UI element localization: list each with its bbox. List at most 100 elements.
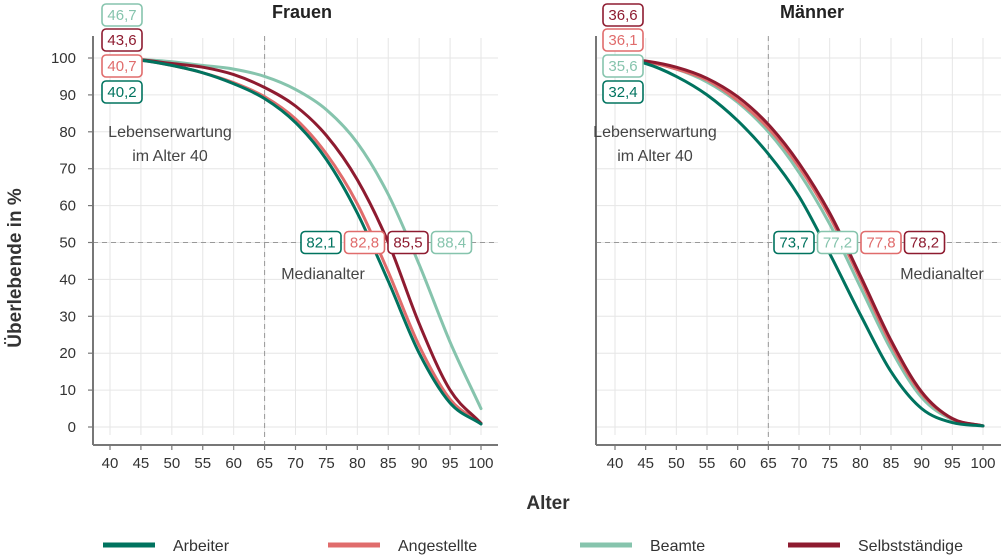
x-tick-label: 50 — [668, 455, 685, 472]
series-line-selbstständige — [613, 56, 985, 428]
median-age-label-selbstständige: 85,5 — [387, 230, 429, 255]
x-tick-label: 100 — [468, 455, 493, 472]
y-tick-label: 20 — [59, 345, 76, 362]
panel-men: 40 45 50 55 60 65 70 75 80 85 90 95 100 Männer 36,6 36,… — [593, 2, 1001, 472]
y-tick-label: 70 — [59, 161, 76, 178]
series-line-selbstständige — [108, 56, 483, 425]
life-expectancy-label-selbstständige-text: 36,6 — [608, 7, 637, 24]
legend-item-angestellte: Angestellte — [328, 538, 477, 555]
x-tick-label: 40 — [607, 455, 624, 472]
life-expectancy-label-angestellte-text: 40,7 — [107, 58, 136, 75]
series-line-beamte — [108, 56, 483, 411]
median-age-label-beamte-text: 88,4 — [437, 235, 466, 252]
x-tick-label: 80 — [852, 455, 869, 472]
median-age-label-angestellte-text: 77,8 — [866, 235, 895, 252]
annotation-median-age: Medianalter — [900, 266, 984, 283]
x-tick-label: 100 — [970, 455, 995, 472]
life-expectancy-label-beamte-frame — [101, 3, 143, 27]
annotation-life-expectancy-age: im Alter 40 — [132, 148, 208, 165]
life-expectancy-label-selbstständige-frame — [602, 3, 644, 27]
x-tick-label: 65 — [256, 455, 273, 472]
x-tick-label: 55 — [699, 455, 716, 472]
median-age-label-selbstständige-text: 78,2 — [910, 235, 939, 252]
life-expectancy-label-arbeiter-frame — [101, 80, 143, 104]
x-tick-label: 80 — [349, 455, 366, 472]
annotation-life-expectancy-age: im Alter 40 — [617, 148, 693, 165]
life-expectancy-label-selbstständige-frame — [101, 28, 143, 52]
life-expectancy-label-arbeiter: 32,4 — [602, 80, 644, 104]
y-tick-label: 60 — [59, 198, 76, 215]
life-expectancy-label-angestellte-frame — [101, 54, 143, 78]
x-tick-label: 75 — [318, 455, 335, 472]
median-age-label-selbstständige-text: 85,5 — [393, 235, 422, 252]
grid-women — [93, 38, 498, 435]
annotation-life-expectancy: Lebenserwartung — [593, 124, 717, 141]
median-age-label-angestellte-frame — [343, 230, 386, 255]
series-line-arbeiter — [108, 56, 483, 426]
panels: 40 45 50 55 60 65 70 75 80 85 90 95 100 0 10 20 30 40 50 60… — [51, 2, 1001, 472]
x-tick-label: 60 — [225, 455, 242, 472]
median-age-label-arbeiter-text: 82,1 — [306, 235, 335, 252]
median-age-label-beamte-frame — [816, 230, 859, 255]
y-tick-label: 100 — [51, 50, 76, 67]
legend-item-arbeiter: Arbeiter — [103, 538, 230, 555]
x-tick-label: 95 — [442, 455, 459, 472]
x-tick-label: 75 — [821, 455, 838, 472]
median-age-label-arbeiter-text: 73,7 — [779, 235, 808, 252]
x-tick-label: 85 — [883, 455, 900, 472]
median-age-label-beamte-frame — [430, 230, 473, 255]
y-tick-label: 0 — [68, 419, 76, 436]
annotation-median-age: Medianalter — [281, 266, 365, 283]
x-tick-label: 85 — [380, 455, 397, 472]
y-tick-label: 80 — [59, 124, 76, 141]
x-axis-title: Alter — [526, 493, 570, 514]
life-expectancy-label-arbeiter-text: 32,4 — [608, 84, 637, 101]
median-age-label-arbeiter-frame — [300, 230, 342, 255]
series-line-arbeiter — [613, 56, 985, 428]
x-tick-label: 45 — [133, 455, 150, 472]
median-age-label-beamte-text: 77,2 — [823, 235, 852, 252]
life-expectancy-label-angestellte: 36,1 — [602, 28, 644, 52]
x-tick-label: 45 — [637, 455, 654, 472]
x-tick-label: 55 — [194, 455, 211, 472]
life-expectancy-label-beamte: 46,7 — [101, 3, 143, 27]
x-tick-label: 50 — [163, 455, 180, 472]
life-expectancy-label-angestellte-frame — [602, 28, 644, 52]
life-expectancy-label-selbstständige: 36,6 — [602, 3, 644, 27]
legend-label: Beamte — [650, 538, 705, 555]
life-expectancy-label-selbstständige: 43,6 — [101, 28, 143, 52]
median-age-label-arbeiter-frame — [773, 230, 815, 255]
life-expectancy-label-angestellte: 40,7 — [101, 54, 143, 78]
y-tick-label: 90 — [59, 87, 76, 104]
legend-item-selbstständige: Selbstständige — [788, 538, 963, 555]
legend-label: Selbstständige — [858, 538, 963, 555]
median-age-label-arbeiter: 82,1 — [300, 230, 342, 255]
y-tick-label: 30 — [59, 308, 76, 325]
legend: Arbeiter Angestellte Beamte Selbstständige — [103, 538, 963, 555]
median-age-label-selbstständige: 78,2 — [903, 230, 946, 255]
y-tick-label: 40 — [59, 271, 76, 288]
life-expectancy-label-beamte-text: 35,6 — [608, 58, 637, 75]
annotation-life-expectancy: Lebenserwartung — [108, 124, 232, 141]
life-expectancy-label-beamte: 35,6 — [602, 54, 644, 78]
life-expectancy-label-beamte-text: 46,7 — [107, 7, 136, 24]
x-tick-label: 70 — [791, 455, 808, 472]
legend-label: Angestellte — [398, 538, 477, 555]
panel-women: 40 45 50 55 60 65 70 75 80 85 90 95 100 0 10 20 30 40 50 60… — [51, 2, 498, 472]
median-age-label-selbstständige-frame — [903, 230, 946, 255]
median-age-label-beamte: 77,2 — [816, 230, 859, 255]
life-expectancy-label-arbeiter-text: 40,2 — [107, 84, 136, 101]
median-age-label-angestellte: 82,8 — [343, 230, 386, 255]
x-tick-label: 65 — [760, 455, 777, 472]
x-tick-label: 70 — [287, 455, 304, 472]
median-age-label-angestellte: 77,8 — [860, 230, 902, 255]
panel-title-men: Männer — [780, 2, 844, 22]
median-age-label-angestellte-frame — [860, 230, 902, 255]
x-tick-label: 40 — [102, 455, 119, 472]
median-age-label-beamte: 88,4 — [430, 230, 473, 255]
legend-item-beamte: Beamte — [580, 538, 705, 555]
legend-label: Arbeiter — [173, 538, 230, 555]
life-expectancy-label-arbeiter-frame — [602, 80, 644, 104]
life-expectancy-label-angestellte-text: 36,1 — [608, 32, 637, 49]
